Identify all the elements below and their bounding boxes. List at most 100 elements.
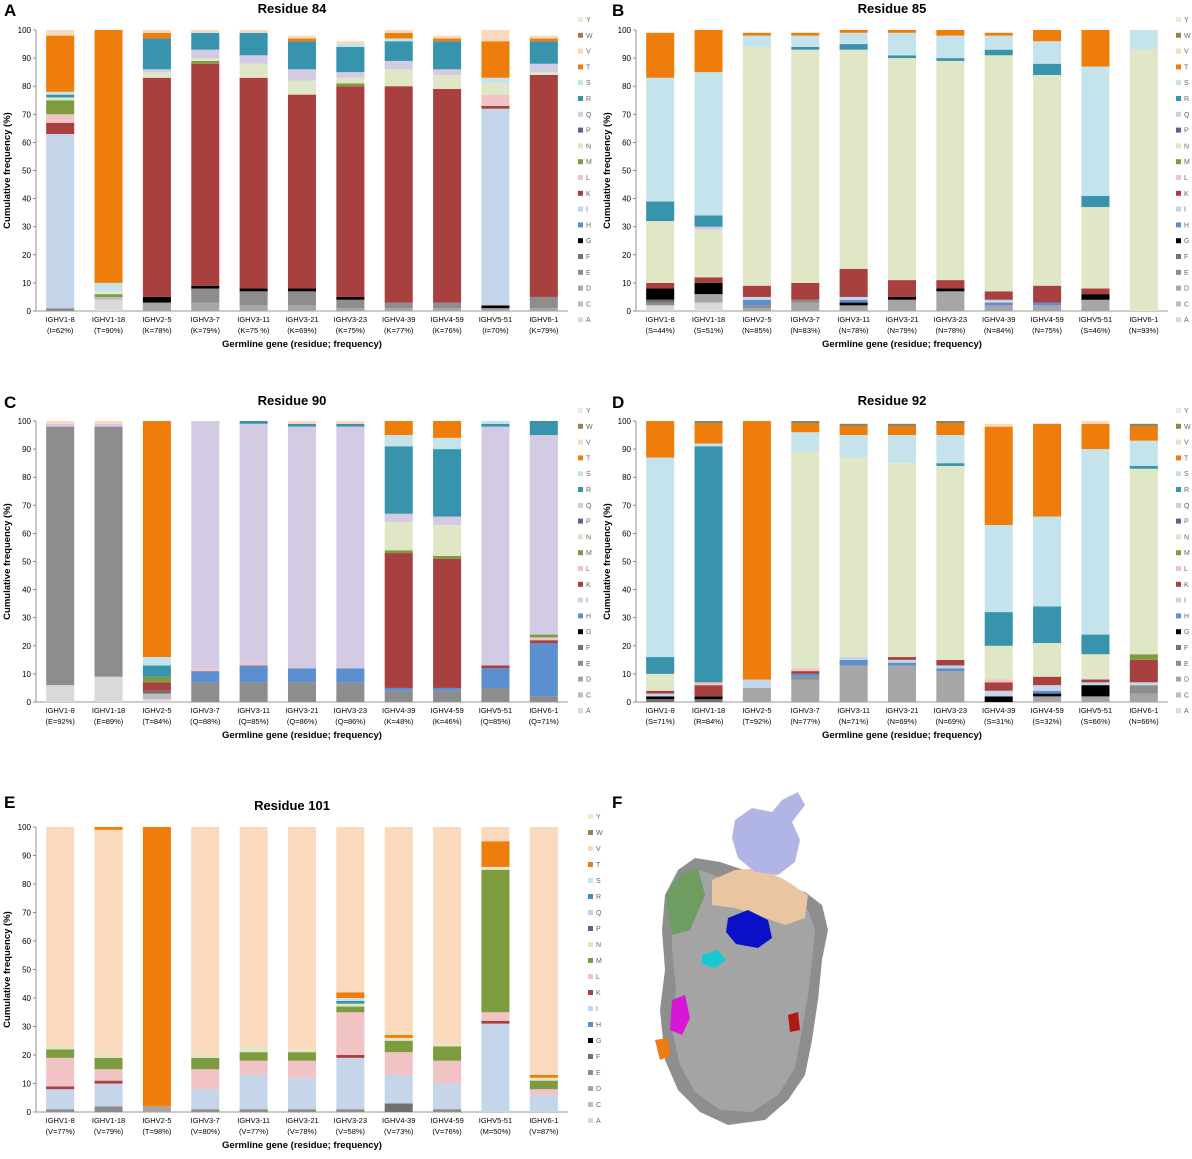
chart-title: Residue 85 — [858, 1, 927, 16]
bar-segment-ighv1-8-i — [46, 1089, 75, 1110]
x-tick-gene: IGHV3-21 — [885, 706, 918, 715]
bar-segment-ighv4-39-t — [384, 421, 413, 436]
x-tick-gene: IGHV3-7 — [191, 706, 220, 715]
bar-segment-ighv5-51-t — [1081, 423, 1110, 450]
bar-segment-ighv2-5-h — [742, 299, 771, 306]
x-tick-gene: IGHV3-7 — [191, 315, 220, 324]
bar-segment-ighv1-8-t — [46, 35, 75, 92]
legend-label-l: L — [596, 974, 600, 981]
bar-segment-ighv3-11-n — [839, 457, 868, 658]
x-tick-frequency: (Q=71%) — [529, 717, 560, 726]
bar-segment-ighv1-18-m — [94, 1057, 123, 1070]
legend-swatch-m — [578, 159, 583, 165]
bar-segment-ighv3-7-e — [191, 682, 220, 702]
x-tick-gene: IGHV3-11 — [237, 315, 270, 324]
bar-segment-ighv3-23-n — [336, 1003, 365, 1007]
bar-segment-ighv6-1-k — [1129, 659, 1158, 683]
bar-segment-ighv3-7-n — [791, 451, 820, 669]
x-tick-frequency: (S=71%) — [645, 717, 675, 726]
bar-segment-ighv1-18-q — [694, 226, 723, 230]
x-tick-gene: IGHV4-39 — [382, 706, 415, 715]
x-tick-frequency: (Q=85%) — [239, 717, 270, 726]
x-tick-frequency: (S=46%) — [1081, 326, 1111, 335]
bar-segment-ighv3-7-g — [191, 285, 220, 289]
bar-segment-ighv3-23-t — [936, 30, 965, 36]
x-tick-gene: IGHV6-1 — [1129, 315, 1158, 324]
x-tick-gene: IGHV3-11 — [837, 706, 870, 715]
bar-segment-ighv1-8-k — [646, 690, 675, 694]
bar-segment-ighv1-8-k — [46, 122, 75, 134]
bar-segment-ighv2-5-f — [142, 690, 171, 694]
legend-label-v: V — [586, 49, 591, 56]
x-tick-gene: IGHV4-59 — [430, 706, 463, 715]
y-tick-label: 10 — [622, 279, 631, 288]
bar-segment-ighv3-7-e — [191, 288, 220, 303]
bar-segment-ighv1-8-a — [646, 305, 675, 311]
bar-segment-ighv3-23-q — [336, 72, 365, 78]
bar-segment-ighv3-21-e — [287, 291, 317, 306]
legend-swatch-v — [1176, 439, 1181, 445]
bar-segment-ighv3-21-d — [287, 305, 317, 311]
bar-segment-ighv3-7-d — [191, 302, 220, 311]
bar-segment-ighv6-1-t — [529, 38, 558, 42]
y-tick-label: 20 — [622, 251, 631, 260]
legend-swatch-d — [1176, 285, 1181, 291]
bar-segment-ighv4-39-h — [984, 302, 1013, 306]
x-tick-gene: IGHV3-21 — [285, 315, 318, 324]
legend-swatch-l — [1176, 566, 1181, 571]
x-tick-gene: IGHV4-39 — [982, 315, 1015, 324]
legend-label-y: Y — [586, 17, 591, 24]
bar-segment-ighv4-39-n — [384, 69, 413, 87]
bar-segment-ighv3-7-e — [191, 1109, 220, 1112]
y-axis-label: Cumulative frequency (%) — [602, 503, 613, 620]
legend-label-l: L — [586, 566, 590, 573]
bar-segment-ighv6-1-w — [1129, 423, 1158, 427]
bar-segment-ighv3-23-g — [336, 296, 365, 300]
bar-segment-ighv4-59-t — [1033, 30, 1062, 42]
bar-segment-ighv2-5-q — [142, 69, 171, 73]
bar-segment-ighv3-11-q — [239, 423, 268, 663]
x-tick-gene: IGHV3-21 — [285, 1116, 318, 1125]
bar-segment-ighv3-7-k — [791, 671, 820, 674]
bar-segment-ighv3-11-q — [239, 55, 268, 64]
bar-segment-ighv3-21-n — [887, 58, 917, 281]
x-tick-gene: IGHV3-23 — [334, 1116, 367, 1125]
bar-segment-ighv6-1-h — [529, 642, 558, 697]
bar-segment-ighv5-51-n — [481, 866, 510, 870]
bar-segment-ighv5-51-d — [1081, 299, 1110, 311]
bar-segment-ighv1-18-c — [94, 296, 123, 300]
legend-label-k: K — [586, 191, 591, 198]
legend-label-f: F — [586, 254, 590, 261]
legend-label-w: W — [1184, 33, 1191, 40]
bar-segment-ighv3-7-e — [791, 299, 820, 303]
bar-segment-ighv3-11-r — [239, 32, 268, 56]
legend-label-n: N — [586, 534, 591, 541]
bar-segment-ighv3-23-t — [336, 992, 365, 998]
legend-swatch-r — [1176, 487, 1181, 492]
x-tick-frequency: (K=75%) — [336, 326, 366, 335]
bar-segment-ighv5-51-v — [481, 827, 510, 842]
y-tick-label: 30 — [22, 223, 31, 232]
y-tick-label: 10 — [22, 670, 31, 679]
y-tick-label: 0 — [627, 307, 632, 316]
bar-segment-ighv3-23-k — [336, 1055, 365, 1058]
bar-segment-ighv6-1-q — [529, 435, 558, 635]
bar-segment-ighv4-59-g — [1033, 693, 1062, 697]
bar-segment-ighv3-21-r — [287, 41, 317, 70]
bar-segment-ighv1-18-q — [94, 423, 123, 427]
bar-segment-ighv4-39-t — [984, 426, 1013, 525]
legend-swatch-q — [1176, 111, 1181, 117]
x-tick-gene: IGHV4-59 — [430, 315, 463, 324]
legend-label-p: P — [1184, 519, 1189, 526]
bar-segment-ighv1-18-m — [94, 294, 123, 297]
bar-segment-ighv1-18-r — [694, 215, 723, 227]
y-tick-label: 30 — [622, 614, 631, 623]
x-tick-gene: IGHV3-23 — [334, 315, 367, 324]
x-tick-gene: IGHV3-23 — [934, 315, 967, 324]
bar-segment-ighv4-39-r — [384, 446, 413, 514]
bar-segment-ighv3-11-d — [839, 665, 868, 702]
bar-segment-ighv4-39-s — [984, 524, 1013, 613]
legend-swatch-r — [1176, 96, 1181, 101]
legend-label-e: E — [596, 1070, 601, 1077]
legend-swatch-t — [588, 862, 593, 867]
